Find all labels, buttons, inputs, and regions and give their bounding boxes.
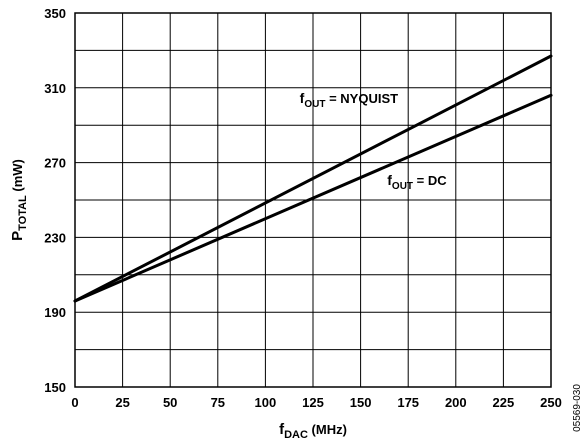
annotation-sub: OUT [304, 99, 325, 110]
x-tick-label: 150 [350, 395, 372, 410]
x-tick-label: 200 [445, 395, 467, 410]
y-axis-label-base: P [9, 231, 26, 241]
annotation-sub: OUT [392, 181, 413, 192]
y-axis-label-rest: (mW) [10, 159, 25, 195]
series-line-dc [73, 93, 553, 303]
y-tick-label: 150 [44, 380, 66, 395]
annotation-dc: fOUT = DC [387, 172, 447, 192]
x-axis-label: fDAC (MHz) [279, 421, 347, 441]
figure-id: 05569-030 [572, 384, 583, 432]
y-tick-label: 310 [44, 81, 66, 96]
annotation-rest: = NYQUIST [325, 91, 398, 106]
x-tick-labels: 0 25 50 75 100 125 150 175 200 225 250 [71, 395, 561, 410]
x-tick-label: 0 [71, 395, 78, 410]
grid-lines [74, 12, 552, 388]
x-tick-label: 225 [493, 395, 515, 410]
y-tick-labels: 150 190 230 270 310 350 [44, 6, 66, 395]
annotation-base: f [300, 90, 305, 106]
x-axis-label-rest: (MHz) [308, 422, 347, 437]
x-tick-label: 250 [540, 395, 562, 410]
x-axis-label-sub: DAC [284, 429, 308, 441]
y-tick-label: 190 [44, 305, 66, 320]
x-tick-label: 175 [397, 395, 419, 410]
y-tick-label: 350 [44, 6, 66, 21]
y-tick-label: 230 [44, 230, 66, 245]
annotation-base: f [387, 172, 392, 188]
plot-frame [74, 12, 552, 388]
y-axis-label: PTOTAL (mW) [9, 159, 29, 241]
x-axis-label-base: f [279, 421, 285, 438]
x-tick-label: 125 [302, 395, 324, 410]
annotation-rest: = DC [413, 173, 447, 188]
x-tick-label: 100 [255, 395, 277, 410]
x-tick-label: 50 [163, 395, 177, 410]
y-tick-label: 270 [44, 156, 66, 171]
series-line-nyquist [73, 54, 553, 303]
x-tick-label: 75 [211, 395, 225, 410]
x-tick-label: 25 [115, 395, 129, 410]
y-axis-label-sub: TOTAL [17, 195, 29, 231]
annotation-nyquist: fOUT = NYQUIST [300, 90, 398, 110]
series-lines [73, 54, 553, 303]
